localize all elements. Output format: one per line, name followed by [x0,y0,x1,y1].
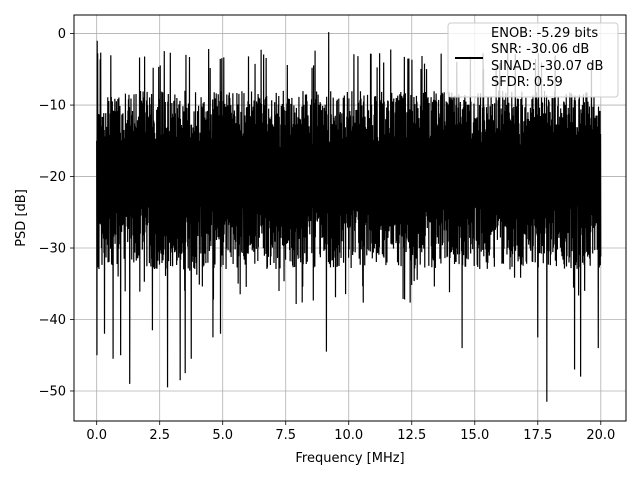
x-tick-label: 15.0 [460,428,489,443]
x-tick-label: 7.5 [275,428,296,443]
x-tick-label: 17.5 [523,428,552,443]
y-tick-label: −50 [39,384,66,399]
x-tick-label: 0.0 [86,428,107,443]
y-axis-label: PSD [dB] [14,189,29,247]
plot-area [96,32,602,402]
x-tick-label: 10.0 [334,428,363,443]
psd-series-line [96,32,602,402]
y-tick-label: 0 [58,27,66,42]
x-tick-label: 5.0 [212,428,233,443]
x-tick-label: 12.5 [397,428,426,443]
legend-entry-enob: ENOB: -5.29 bits [491,26,598,41]
legend-box [447,22,619,98]
y-tick-label: −10 [39,99,66,114]
y-tick-label: −20 [39,170,66,185]
legend-entry-sinad: SINAD: -30.07 dB [491,59,603,74]
legend-entry-snr: SNR: -30.06 dB [491,42,589,57]
axes-frame [73,14,627,422]
y-tick-label: −40 [39,313,66,328]
y-tick-label: −30 [39,242,66,257]
x-tick-label: 20.0 [586,428,615,443]
x-axis-label: Frequency [MHz] [295,451,404,466]
axis-ticks: 0.0 2.5 5.0 7.5 10.0 12.5 15.0 17.5 20.0 0 −10 −20 −… [39,27,616,443]
x-tick-label: 2.5 [149,428,170,443]
legend: ENOB: -5.29 bits SNR: -30.06 dB SINAD: -… [447,22,619,98]
legend-entry-sfdr: SFDR: 0.59 [491,75,563,90]
